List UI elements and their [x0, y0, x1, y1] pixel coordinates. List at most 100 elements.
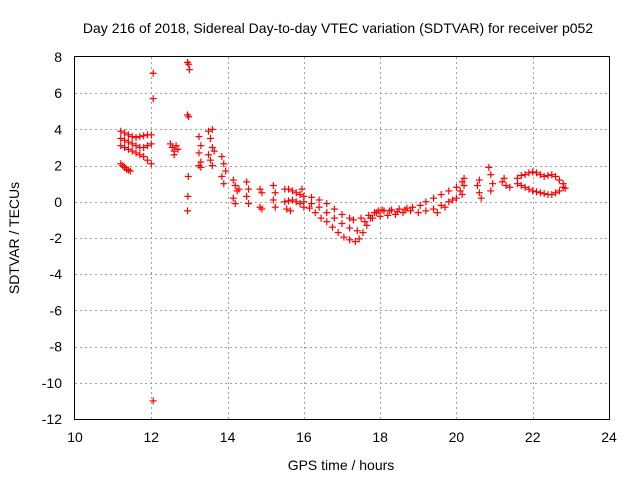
- data-point: [132, 149, 140, 157]
- x-tick-labels: 10 12 14 16 18 20 22 24: [67, 429, 617, 445]
- data-point: [222, 167, 230, 175]
- x-tick-label: 18: [372, 429, 388, 445]
- data-point: [536, 171, 544, 179]
- data-point: [140, 153, 148, 161]
- data-point: [121, 136, 129, 144]
- data-point: [117, 134, 125, 142]
- data-point: [357, 214, 365, 222]
- x-tick-label: 16: [296, 429, 312, 445]
- data-point: [184, 172, 192, 180]
- data-point: [363, 221, 371, 229]
- data-points: [117, 58, 569, 405]
- data-point: [529, 168, 537, 176]
- y-axis-title: SDTVAR / TECUs: [6, 182, 22, 294]
- plot-frame: [74, 56, 610, 420]
- data-point: [292, 189, 300, 197]
- data-point: [206, 134, 214, 142]
- y-tick-label: 0: [54, 194, 62, 210]
- data-point: [185, 66, 193, 74]
- y-tick-label: -6: [50, 302, 63, 318]
- data-point: [517, 182, 525, 190]
- data-point: [384, 211, 392, 219]
- y-tick-label: -12: [42, 411, 62, 427]
- data-point: [128, 147, 136, 155]
- grid-lines: [75, 57, 609, 419]
- data-point: [323, 200, 331, 208]
- data-point: [521, 171, 529, 179]
- data-point: [430, 205, 438, 213]
- data-point: [445, 198, 453, 206]
- data-point: [124, 131, 132, 139]
- data-point: [285, 197, 293, 205]
- data-point: [449, 196, 457, 204]
- data-point: [218, 153, 226, 161]
- data-point: [473, 182, 481, 190]
- data-point: [513, 174, 521, 182]
- data-point: [401, 206, 409, 214]
- data-point: [548, 191, 556, 199]
- data-point: [445, 187, 453, 195]
- data-point: [296, 200, 304, 208]
- data-point: [330, 205, 338, 213]
- data-point: [555, 176, 563, 184]
- y-tick-labels: 8 6 4 2 0 -2 -4 -6 -8 -10 -12: [42, 49, 62, 427]
- data-point: [311, 209, 319, 217]
- data-point: [149, 95, 157, 103]
- data-point: [300, 203, 308, 211]
- data-point: [323, 218, 331, 226]
- data-point: [269, 196, 277, 204]
- data-point: [229, 194, 237, 202]
- data-point: [229, 176, 237, 184]
- data-point: [184, 192, 192, 200]
- data-point: [346, 214, 354, 222]
- data-point: [197, 142, 205, 150]
- data-point: [338, 210, 346, 218]
- data-point: [544, 172, 552, 180]
- data-point: [307, 193, 315, 201]
- data-point: [197, 163, 205, 171]
- data-point: [287, 207, 295, 215]
- data-point: [525, 169, 533, 177]
- data-point: [351, 238, 359, 246]
- data-point: [407, 207, 415, 215]
- data-point: [487, 171, 495, 179]
- data-point: [149, 397, 157, 405]
- data-point: [500, 174, 508, 182]
- data-point: [409, 203, 417, 211]
- data-point: [433, 209, 441, 217]
- data-point: [416, 201, 424, 209]
- data-point: [132, 134, 140, 142]
- data-point: [359, 229, 367, 237]
- x-tick-label: 24: [601, 429, 617, 445]
- data-point: [143, 142, 151, 150]
- data-point: [172, 142, 180, 150]
- data-point: [185, 60, 193, 68]
- data-point: [220, 160, 228, 168]
- data-point: [533, 169, 541, 177]
- data-point: [422, 198, 430, 206]
- data-point: [140, 132, 148, 140]
- chart-title: Day 216 of 2018, Sidereal Day-to-day VTE…: [83, 20, 593, 36]
- x-tick-label: 14: [220, 429, 236, 445]
- data-point: [340, 233, 348, 241]
- x-axis-title: GPS time / hours: [288, 457, 395, 473]
- data-point: [271, 203, 279, 211]
- y-tick-label: -4: [50, 266, 63, 282]
- data-point: [386, 207, 394, 215]
- data-point: [128, 133, 136, 141]
- data-point: [231, 200, 239, 208]
- data-point: [117, 142, 125, 150]
- data-point: [367, 214, 375, 222]
- data-point: [548, 171, 556, 179]
- data-point: [452, 194, 460, 202]
- y-tick-label: -8: [50, 339, 63, 355]
- data-point: [208, 162, 216, 170]
- data-point: [243, 192, 251, 200]
- y-tick-label: 2: [54, 158, 62, 174]
- data-point: [205, 151, 212, 159]
- y-tick-label: -2: [50, 230, 63, 246]
- data-point: [285, 185, 293, 193]
- data-point: [437, 191, 445, 199]
- data-point: [552, 172, 560, 180]
